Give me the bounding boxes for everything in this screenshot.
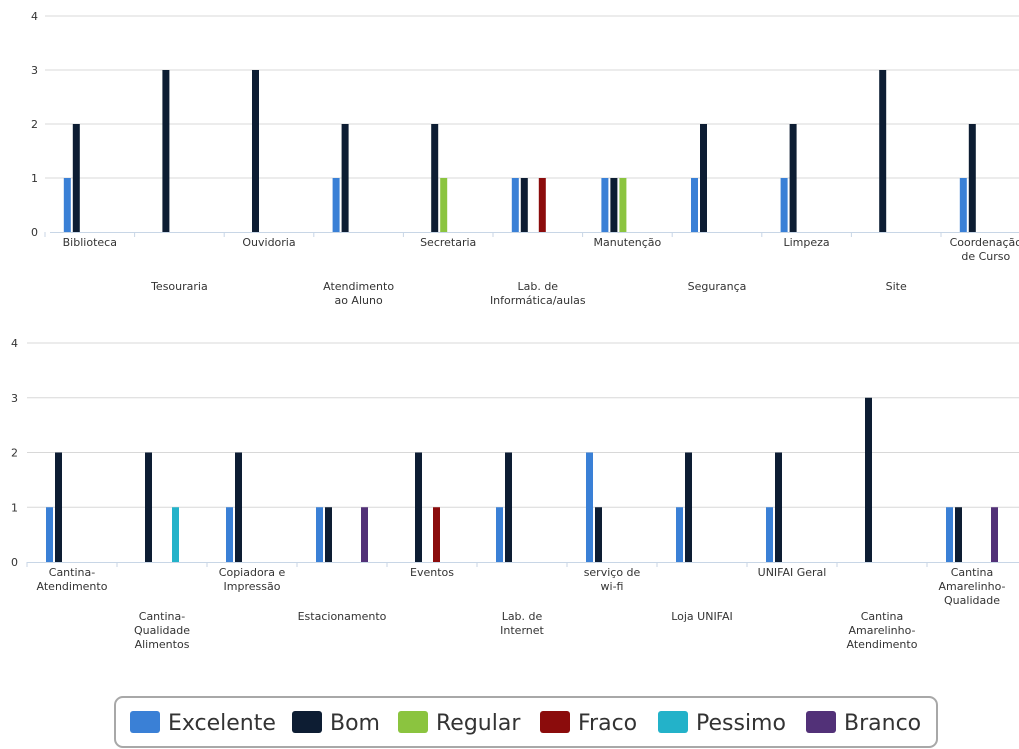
bar-bom-cantina-amarelinho-qualidade xyxy=(955,507,962,562)
bar-bom-tesouraria xyxy=(162,70,170,232)
x-category-label: Cantina-Qualidade Alimentos xyxy=(134,610,190,651)
chart-bottom: 0 1 2 3 4 Cantina-Atendimento Cantina-Qualidad… xyxy=(11,337,1019,651)
bar-excelente-cantina-amarelinho-qualidade xyxy=(946,507,953,562)
bar-regular-manutencao xyxy=(619,178,627,232)
bar-bom-eventos xyxy=(415,452,422,562)
x-category-label: Lab. de Informática/aulas xyxy=(490,280,586,307)
y-tick-label: 2 xyxy=(31,118,38,131)
bar-bom-cantina-amarelinho-atendimento xyxy=(865,397,872,562)
legend: Excelente Bom Regular Fraco Pessimo Branco xyxy=(114,696,938,748)
bar-excelente-seguranca xyxy=(691,178,698,232)
x-category-label: Ouvidoria xyxy=(242,236,295,249)
bar-excelente-lab-de-informatica-aulas xyxy=(511,178,519,232)
legend-label-bom[interactable]: Bom xyxy=(330,711,380,736)
y-tick-label: 4 xyxy=(31,10,38,23)
legend-swatch-excelente xyxy=(130,711,160,733)
y-tick-label: 1 xyxy=(11,501,18,514)
x-category-label: Biblioteca xyxy=(63,236,117,249)
bar-bom-cantina-qualidade-alimentos xyxy=(145,452,152,562)
legend-swatch-fraco xyxy=(540,711,570,733)
bar-excelente-limpeza xyxy=(780,178,788,232)
x-category-label: Copiadora e Impressão xyxy=(219,566,286,593)
bar-excelente-coordenacao-de-curso xyxy=(959,178,967,232)
bar-excelente-unifai-geral xyxy=(766,507,773,562)
bar-excelente-loja-unifai xyxy=(676,507,683,562)
y-tick-label: 3 xyxy=(31,64,38,77)
x-category-label: serviço de wi-fi xyxy=(584,566,641,593)
legend-label-branco[interactable]: Branco xyxy=(844,711,921,736)
x-category-label: Loja UNIFAI xyxy=(671,610,733,623)
bar-fraco-eventos xyxy=(433,507,440,562)
bar-excelente-manutencao xyxy=(601,178,609,232)
legend-label-excelente[interactable]: Excelente xyxy=(168,711,276,736)
bar-bom-estacionamento xyxy=(325,507,332,562)
bar-pessimo-cantina-qualidade-alimentos xyxy=(172,507,179,562)
legend-swatch-branco xyxy=(806,711,836,733)
legend-label-pessimo[interactable]: Pessimo xyxy=(696,711,786,736)
bar-bom-cantina-atendimento xyxy=(55,452,62,562)
bar-bom-limpeza xyxy=(789,124,797,232)
bar-excelente-biblioteca xyxy=(63,178,71,232)
x-category-label: Site xyxy=(886,280,907,293)
y-tick-label: 2 xyxy=(11,447,18,460)
bar-bom-atendimento-ao-aluno xyxy=(341,124,349,232)
x-category-label: Eventos xyxy=(410,566,454,579)
bar-bom-lab-de-internet xyxy=(505,452,512,562)
bar-bom-site xyxy=(879,70,887,232)
x-category-label: UNIFAI Geral xyxy=(758,566,827,579)
bar-branco-cantina-amarelinho-qualidade xyxy=(991,507,998,562)
bar-bom-ouvidoria xyxy=(252,70,259,232)
x-category-label: Estacionamento xyxy=(298,610,387,623)
bar-bom-copiadora-e-impressao xyxy=(235,452,242,562)
legend-swatch-bom xyxy=(292,711,322,733)
bar-fraco-lab-de-informatica-aulas xyxy=(538,178,546,232)
legend-label-regular[interactable]: Regular xyxy=(436,711,521,736)
x-category-label: Cantina-Atendimento xyxy=(37,566,108,593)
x-category-label: Cantina Amarelinho-Atendimento xyxy=(847,610,918,651)
bar-bom-unifai-geral xyxy=(775,452,782,562)
x-category-label: Tesouraria xyxy=(150,280,208,293)
bar-branco-estacionamento xyxy=(361,507,368,562)
x-category-label: Secretaria xyxy=(420,236,476,249)
y-tick-label: 0 xyxy=(11,556,18,569)
bar-bom-loja-unifai xyxy=(685,452,692,562)
y-tick-label: 4 xyxy=(11,337,18,350)
y-tick-label: 0 xyxy=(31,226,38,239)
legend-box xyxy=(114,696,938,748)
bar-bom-biblioteca xyxy=(72,124,80,232)
bar-regular-secretaria xyxy=(440,178,448,232)
bar-excelente-lab-de-internet xyxy=(496,507,503,562)
bar-excelente-estacionamento xyxy=(316,507,323,562)
legend-label-fraco[interactable]: Fraco xyxy=(578,711,637,736)
x-category-label: Manutenção xyxy=(594,236,662,249)
x-category-label: Coordenação de Curso xyxy=(950,236,1019,263)
x-category-label: Limpeza xyxy=(784,236,830,249)
bar-bom-coordenacao-de-curso xyxy=(968,124,976,232)
bar-bom-seguranca xyxy=(700,124,707,232)
bar-excelente-servico-de-wi-fi xyxy=(586,452,593,562)
x-category-label: Cantina Amarelinho-Qualidade xyxy=(939,566,1006,607)
legend-swatch-pessimo xyxy=(658,711,688,733)
x-category-label: Atendimento ao Aluno xyxy=(323,280,394,307)
y-tick-label: 1 xyxy=(31,172,38,185)
chart-top: 0 1 2 3 4 Biblioteca Tesouraria Ouvidoria Atendi… xyxy=(31,10,1019,307)
bar-bom-servico-de-wi-fi xyxy=(595,507,602,562)
legend-swatch-regular xyxy=(398,711,428,733)
y-tick-label: 3 xyxy=(11,392,18,405)
bar-bom-manutencao xyxy=(610,178,618,232)
bar-bom-lab-de-informatica-aulas xyxy=(520,178,528,232)
bar-bom-secretaria xyxy=(431,124,439,232)
bar-excelente-cantina-atendimento xyxy=(46,507,53,562)
bar-excelente-copiadora-e-impressao xyxy=(226,507,233,562)
x-category-label: Lab. de Internet xyxy=(500,610,544,637)
x-category-label: Segurança xyxy=(688,280,747,293)
bar-excelente-atendimento-ao-aluno xyxy=(332,178,340,232)
